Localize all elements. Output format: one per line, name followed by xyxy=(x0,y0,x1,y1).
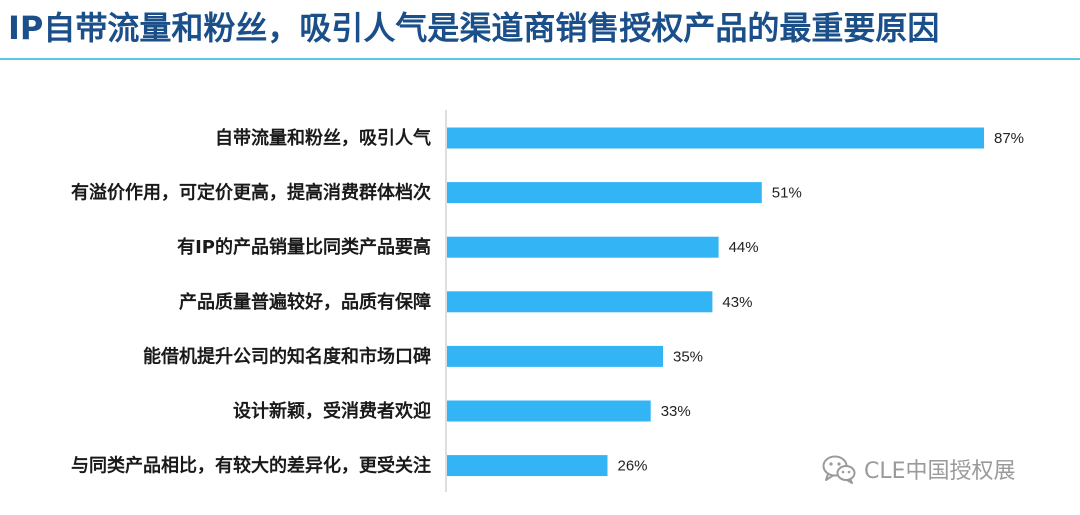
bar xyxy=(447,400,651,422)
category-label: 有IP的产品销量比同类产品要高 xyxy=(177,236,431,258)
category-label: 自带流量和粉丝，吸引人气 xyxy=(215,127,431,149)
bar xyxy=(447,236,719,258)
title-divider xyxy=(0,58,1080,60)
category-label: 有溢价作用，可定价更高，提高消费群体档次 xyxy=(71,182,431,204)
value-label: 51% xyxy=(772,185,802,202)
value-label: 44% xyxy=(729,239,759,256)
bar xyxy=(447,291,713,313)
value-label: 87% xyxy=(994,130,1024,147)
bar xyxy=(447,182,762,204)
bar xyxy=(447,127,984,149)
category-label: 能借机提升公司的知名度和市场口碑 xyxy=(143,345,431,367)
value-label: 33% xyxy=(661,403,691,420)
value-label: 26% xyxy=(618,458,648,475)
category-label: 与同类产品相比，有较大的差异化，更受关注 xyxy=(71,455,431,477)
watermark-text: CLE中国授权展 xyxy=(864,459,1016,484)
category-label: 设计新颖，受消费者欢迎 xyxy=(233,400,431,422)
watermark: CLE中国授权展 xyxy=(822,452,1016,486)
page-title: IP自带流量和粉丝，吸引人气是渠道商销售授权产品的最重要原因 xyxy=(8,9,940,47)
bar xyxy=(447,455,608,477)
wechat-icon xyxy=(822,454,856,484)
value-label: 35% xyxy=(673,348,703,365)
bar xyxy=(447,345,663,367)
value-label: 43% xyxy=(722,294,752,311)
category-label: 产品质量普遍较好，品质有保障 xyxy=(179,291,431,313)
